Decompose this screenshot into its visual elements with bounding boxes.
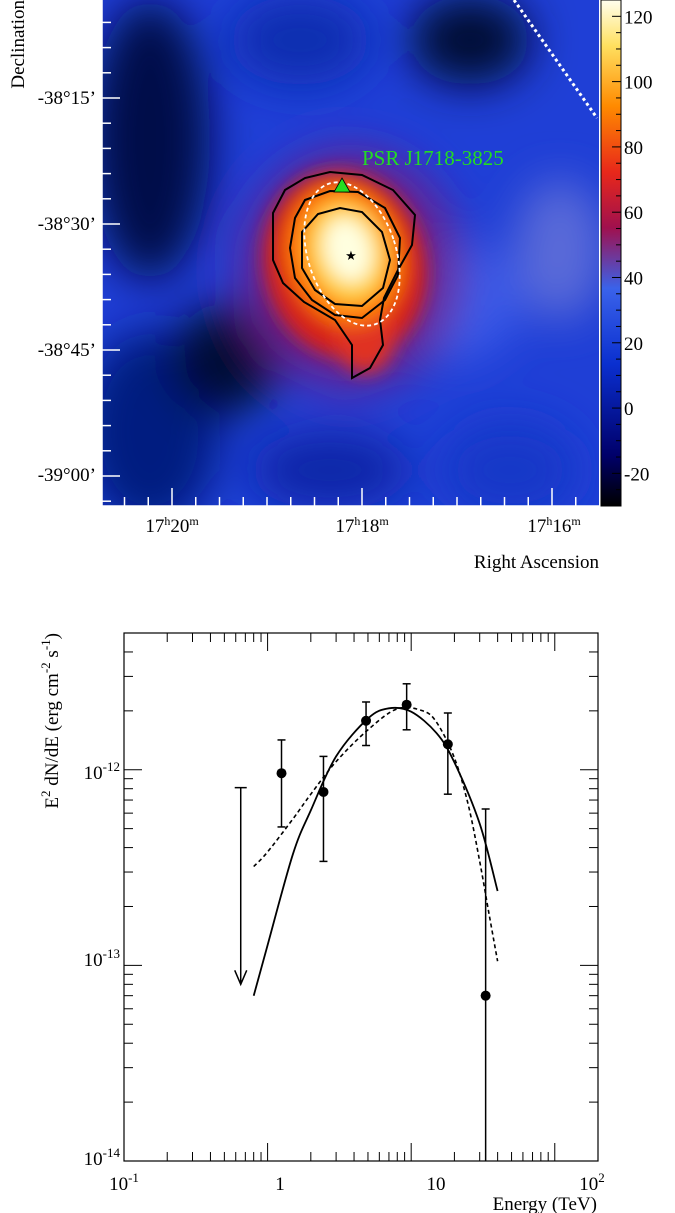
- colorbar-tick-label: 80: [624, 138, 643, 159]
- colorbar-tick-label: 40: [624, 268, 643, 289]
- colorbar-tick-label: 120: [624, 7, 653, 28]
- colorbar-labels: 120 100 80 60 40 20 0 -20: [612, 0, 653, 507]
- x-axis-label: Energy (TeV): [493, 1194, 597, 1213]
- boundary-line: [512, 0, 599, 119]
- psr-label: PSR J1718-3825: [362, 146, 504, 170]
- ra-tick-label: 17h16m: [527, 514, 581, 537]
- colorbar: [600, 0, 622, 507]
- dec-tick-label: -39°00’: [38, 465, 96, 486]
- psr-triangle-marker: [333, 177, 351, 193]
- x-tick-label: 10: [427, 1174, 446, 1195]
- spectrum-points: [234, 683, 491, 1161]
- skymap-image: [102, 0, 599, 506]
- colorbar-tick-label: -20: [624, 464, 649, 485]
- x-tick-label: 102: [579, 1170, 605, 1195]
- ra-tick-label: 17h18m: [335, 514, 389, 537]
- model-curve-dashed: [253, 706, 499, 962]
- x-tick-label: 10-1: [109, 1170, 139, 1195]
- dec-tick-label: -38°45’: [38, 340, 96, 361]
- y-tick-label: 10-13: [84, 946, 120, 971]
- model-curve-solid: [252, 706, 499, 996]
- y-tick-label: 10-12: [84, 759, 120, 784]
- colorbar-tick-label: 100: [624, 73, 653, 94]
- data-point: [480, 990, 491, 1001]
- data-point: [401, 699, 412, 710]
- contour-inner: [301, 206, 392, 308]
- ra-tick-label: 17h20m: [145, 514, 199, 537]
- spectrum-curves: [252, 706, 499, 996]
- y-axis-label: E2 dN/dE (erg cm-2 s-1): [38, 633, 63, 809]
- colorbar-tick-label: 0: [624, 399, 634, 420]
- skymap-axes: [101, 0, 599, 507]
- dec-axis-label: Declination: [8, 0, 29, 89]
- ra-axis-label: Right Ascension: [474, 552, 600, 573]
- upper-limit-arrowhead: [234, 970, 248, 987]
- x-tick-label: 1: [275, 1174, 285, 1195]
- y-tick-label: 10-14: [84, 1145, 121, 1170]
- source-star-icon: ★: [345, 248, 357, 263]
- data-point: [276, 768, 287, 779]
- dec-tick-label: -38°15’: [38, 88, 96, 109]
- contour-outer: [272, 170, 417, 380]
- skymap-chart: ★ PSR J1718-3825 -38°15’ -38°30’ -38°45’…: [8, 0, 653, 573]
- spectrum-chart: 10-12 10-13 10-14 10-1 1 10 102 Energy (…: [38, 632, 605, 1213]
- colorbar-tick-label: 20: [624, 334, 643, 355]
- data-point: [318, 786, 329, 797]
- dec-tick-label: -38°30’: [38, 214, 96, 235]
- data-point: [442, 739, 453, 750]
- skymap-ticks: [102, 21, 577, 506]
- spectrum-frame: [123, 632, 599, 1162]
- data-point: [361, 715, 372, 726]
- colorbar-tick-label: 60: [624, 203, 643, 224]
- fit-ellipse: [303, 181, 401, 327]
- spectrum-ticks: [123, 632, 599, 1162]
